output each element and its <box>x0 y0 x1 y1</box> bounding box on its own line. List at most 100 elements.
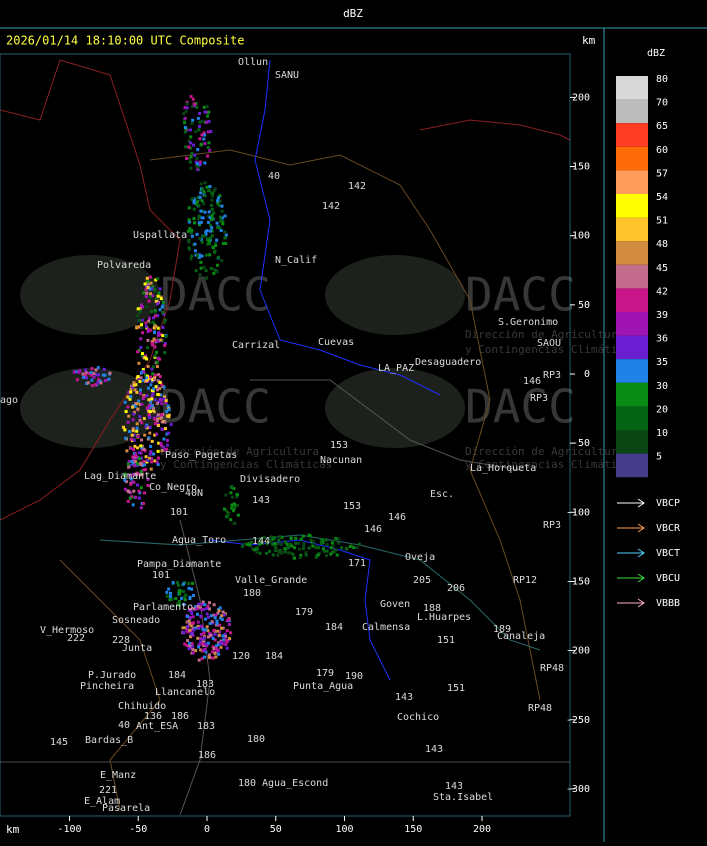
echo-pixel <box>159 297 163 301</box>
watermark-text: Dirección de Agricultura <box>465 445 624 458</box>
echo-pixel <box>154 278 158 282</box>
echo-pixel <box>185 644 189 648</box>
x-tick-label: 50 <box>270 824 282 835</box>
echo-pixel <box>129 477 133 481</box>
echo-pixel <box>188 595 192 599</box>
echo-pixel <box>185 102 189 106</box>
echo-pixel <box>139 461 143 465</box>
echo-pixel <box>196 612 200 616</box>
echo-pixel <box>90 384 94 388</box>
echo-pixel <box>165 432 169 436</box>
echo-pixel <box>203 642 207 646</box>
echo-pixel <box>210 207 214 211</box>
echo-pixel <box>131 503 135 507</box>
echo-pixel <box>181 626 185 630</box>
province-border <box>149 149 541 701</box>
place-label: Cuevas <box>318 337 354 348</box>
place-label: Agua_Toro <box>172 535 226 546</box>
echo-pixel <box>145 378 149 382</box>
echo-pixel <box>202 202 206 206</box>
place-label: Cochico <box>397 712 439 723</box>
watermark-logo: DACC <box>465 380 576 434</box>
place-label: 144 <box>252 536 270 547</box>
echo-pixel <box>148 456 152 460</box>
legend: 80 70 65 60 57 54 51 48 45 42 39 36 35 30 20 10 5 VBCP VBC… <box>616 74 681 609</box>
echo-pixel <box>136 350 140 354</box>
echo-pixel <box>159 338 163 342</box>
echo-pixel <box>231 508 235 512</box>
echo-pixel <box>142 447 146 451</box>
echo-pixel <box>215 221 219 225</box>
echo-pixel <box>216 199 220 203</box>
echo-pixel <box>191 97 195 101</box>
echo-pixel <box>127 414 131 418</box>
echo-pixel <box>190 151 194 155</box>
echo-pixel <box>188 157 192 161</box>
echo-pixel <box>340 546 344 550</box>
echo-pixel <box>124 480 128 484</box>
echo-pixel <box>201 216 205 220</box>
echo-pixel <box>148 287 152 291</box>
echo-pixel <box>333 549 337 553</box>
echo-pixel <box>203 655 207 659</box>
echo-pixel <box>148 431 152 435</box>
echo-pixel <box>187 622 191 626</box>
echo-pixel <box>195 164 199 168</box>
place-label: 221 <box>99 785 117 796</box>
echo-pixel <box>153 376 157 380</box>
radar-label: VBCT <box>656 548 680 559</box>
echo-pixel <box>128 429 132 433</box>
place-label: 142 <box>348 181 366 192</box>
place-label: 120 <box>232 651 250 662</box>
echo-pixel <box>92 375 96 379</box>
y-tick-label: 100 <box>572 231 590 242</box>
echo-pixel <box>163 344 167 348</box>
echo-pixel <box>323 549 327 553</box>
echo-pixel <box>206 237 210 241</box>
echo-pixel <box>302 541 306 545</box>
place-label: Punta_Agua <box>293 681 353 692</box>
echo-pixel <box>198 120 202 124</box>
echo-pixel <box>190 587 194 591</box>
echo-pixel <box>139 306 143 310</box>
echo-pixel <box>214 613 218 617</box>
echo-pixel <box>157 331 161 335</box>
echo-pixel <box>163 318 167 322</box>
echo-pixel <box>280 551 284 555</box>
echo-pixel <box>298 556 302 560</box>
echo-pixel <box>184 109 188 113</box>
legend-label: 10 <box>656 428 668 439</box>
echo-pixel <box>211 191 215 195</box>
echo-pixel <box>280 543 284 547</box>
echo-pixel <box>132 489 136 493</box>
echo-pixel <box>140 448 144 452</box>
echo-pixel <box>81 372 85 376</box>
echo-pixel <box>221 638 225 642</box>
echo-pixel <box>151 287 155 291</box>
echo-pixel <box>196 162 200 166</box>
echo-pixel <box>197 128 201 132</box>
echo-pixel <box>331 550 335 554</box>
echo-pixel <box>313 546 317 550</box>
echo-pixel <box>176 602 180 606</box>
echo-pixel <box>225 515 229 519</box>
legend-label: 54 <box>656 192 668 203</box>
echo-pixel <box>191 633 195 637</box>
echo-pixel <box>332 538 336 542</box>
echo-pixel <box>127 390 131 394</box>
echo-pixel <box>164 399 168 403</box>
echo-pixel <box>199 209 203 213</box>
echo-pixel <box>89 371 93 375</box>
echo-pixel <box>197 602 201 606</box>
echo-pixel <box>214 646 218 650</box>
echo-pixel <box>178 592 182 596</box>
place-label: 143 <box>395 692 413 703</box>
echo-pixel <box>325 554 329 558</box>
echo-pixel <box>279 549 283 553</box>
echo-pixel <box>126 420 130 424</box>
echo-pixel <box>180 596 184 600</box>
echo-pixel <box>207 189 211 193</box>
y-tick-label: 150 <box>572 162 590 173</box>
echo-pixel <box>183 116 187 120</box>
echo-pixel <box>285 542 289 546</box>
